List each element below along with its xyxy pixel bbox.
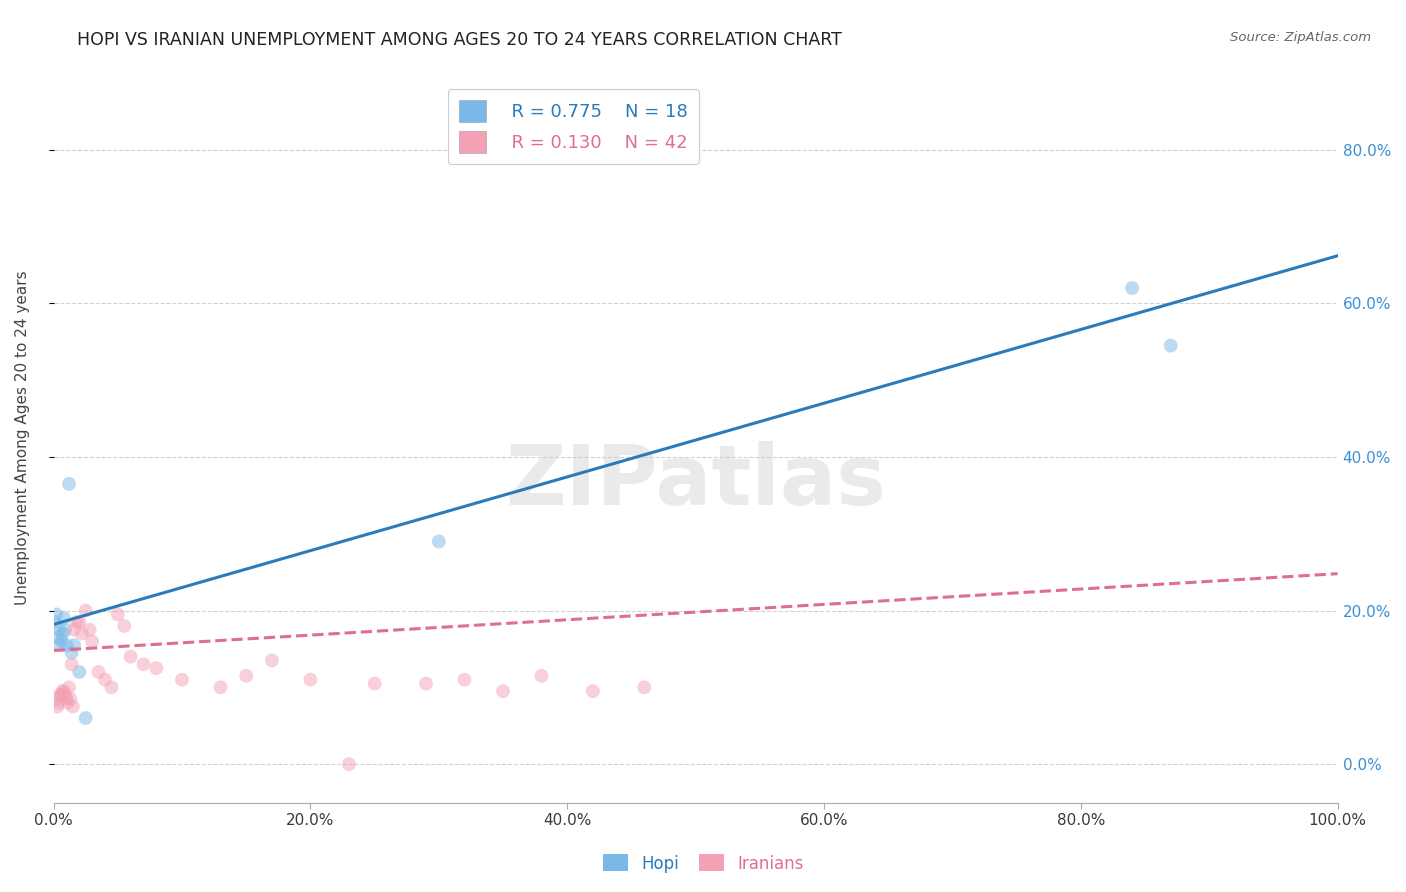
Point bbox=[52, 684, 75, 698]
Point bbox=[59, 691, 82, 706]
Point bbox=[52, 611, 75, 625]
Text: HOPI VS IRANIAN UNEMPLOYMENT AMONG AGES 20 TO 24 YEARS CORRELATION CHART: HOPI VS IRANIAN UNEMPLOYMENT AMONG AGES … bbox=[77, 31, 842, 49]
Point bbox=[51, 634, 73, 648]
Point bbox=[46, 631, 69, 645]
Point bbox=[582, 684, 605, 698]
Point bbox=[120, 649, 142, 664]
Point bbox=[75, 711, 97, 725]
Point bbox=[94, 673, 117, 687]
Point bbox=[60, 657, 83, 672]
Point bbox=[45, 691, 67, 706]
Point bbox=[415, 676, 437, 690]
Point bbox=[55, 638, 77, 652]
Point bbox=[48, 696, 70, 710]
Point bbox=[52, 684, 75, 698]
Point bbox=[52, 626, 75, 640]
Point bbox=[49, 638, 72, 652]
Point bbox=[145, 661, 167, 675]
Point bbox=[58, 476, 80, 491]
Point bbox=[337, 757, 360, 772]
Point bbox=[132, 657, 155, 672]
Point bbox=[633, 681, 655, 695]
Point bbox=[82, 634, 104, 648]
Point bbox=[87, 665, 110, 679]
Point bbox=[55, 691, 77, 706]
Point bbox=[79, 623, 101, 637]
Point bbox=[530, 669, 553, 683]
Point bbox=[1121, 281, 1143, 295]
Point bbox=[45, 607, 67, 622]
Point bbox=[427, 534, 450, 549]
Point bbox=[170, 673, 193, 687]
Point bbox=[63, 638, 86, 652]
Point bbox=[63, 623, 86, 637]
Point bbox=[53, 623, 76, 637]
Legend:   R = 0.775    N = 18,   R = 0.130    N = 42: R = 0.775 N = 18, R = 0.130 N = 42 bbox=[449, 89, 699, 164]
Point bbox=[58, 681, 80, 695]
Point bbox=[107, 607, 129, 622]
Point bbox=[363, 676, 385, 690]
Point bbox=[53, 688, 76, 702]
Point bbox=[67, 665, 90, 679]
Legend: Hopi, Iranians: Hopi, Iranians bbox=[596, 847, 810, 880]
Point bbox=[453, 673, 475, 687]
Point bbox=[492, 684, 515, 698]
Point bbox=[112, 619, 135, 633]
Point bbox=[260, 653, 283, 667]
Point bbox=[49, 688, 72, 702]
Point bbox=[67, 615, 90, 629]
Point bbox=[62, 699, 84, 714]
Point bbox=[235, 669, 257, 683]
Point bbox=[51, 688, 73, 702]
Text: Source: ZipAtlas.com: Source: ZipAtlas.com bbox=[1230, 31, 1371, 45]
Point bbox=[100, 681, 122, 695]
Point bbox=[46, 699, 69, 714]
Point bbox=[66, 615, 89, 629]
Point bbox=[75, 603, 97, 617]
Y-axis label: Unemployment Among Ages 20 to 24 years: Unemployment Among Ages 20 to 24 years bbox=[15, 270, 30, 605]
Point bbox=[48, 623, 70, 637]
Point bbox=[1160, 338, 1182, 352]
Point bbox=[56, 696, 79, 710]
Text: ZIPatlas: ZIPatlas bbox=[505, 441, 886, 522]
Point bbox=[209, 681, 232, 695]
Point bbox=[60, 646, 83, 660]
Point bbox=[70, 626, 93, 640]
Point bbox=[299, 673, 322, 687]
Point bbox=[44, 615, 66, 629]
